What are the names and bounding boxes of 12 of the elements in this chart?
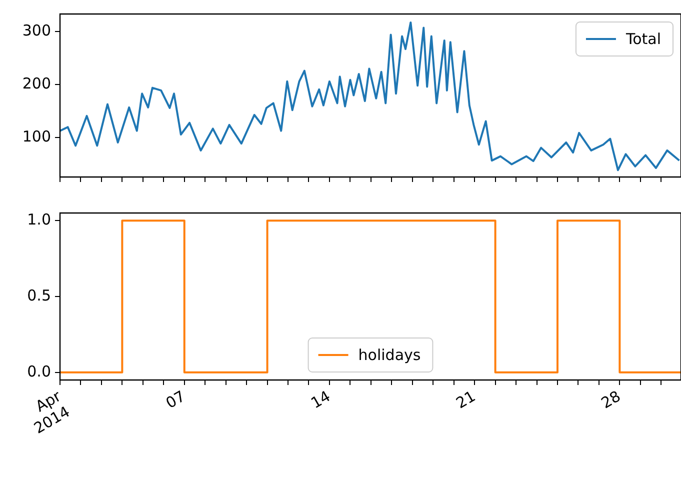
x-tick-label: 07 — [162, 387, 188, 412]
legend-label: holidays — [358, 346, 421, 364]
x-tick-label: 14 — [308, 387, 334, 412]
x-tick-label: 21 — [452, 387, 479, 412]
y-tick-label: 0.0 — [27, 362, 51, 380]
y-tick-label: 100 — [22, 128, 51, 146]
y-tick-label: 200 — [22, 74, 51, 93]
y-tick-label: 1.0 — [27, 210, 51, 228]
y-tick-label: 0.5 — [27, 286, 51, 304]
x-tick-label: 28 — [598, 387, 624, 412]
legend-label: Total — [624, 30, 662, 48]
y-tick-label: 300 — [22, 21, 51, 40]
